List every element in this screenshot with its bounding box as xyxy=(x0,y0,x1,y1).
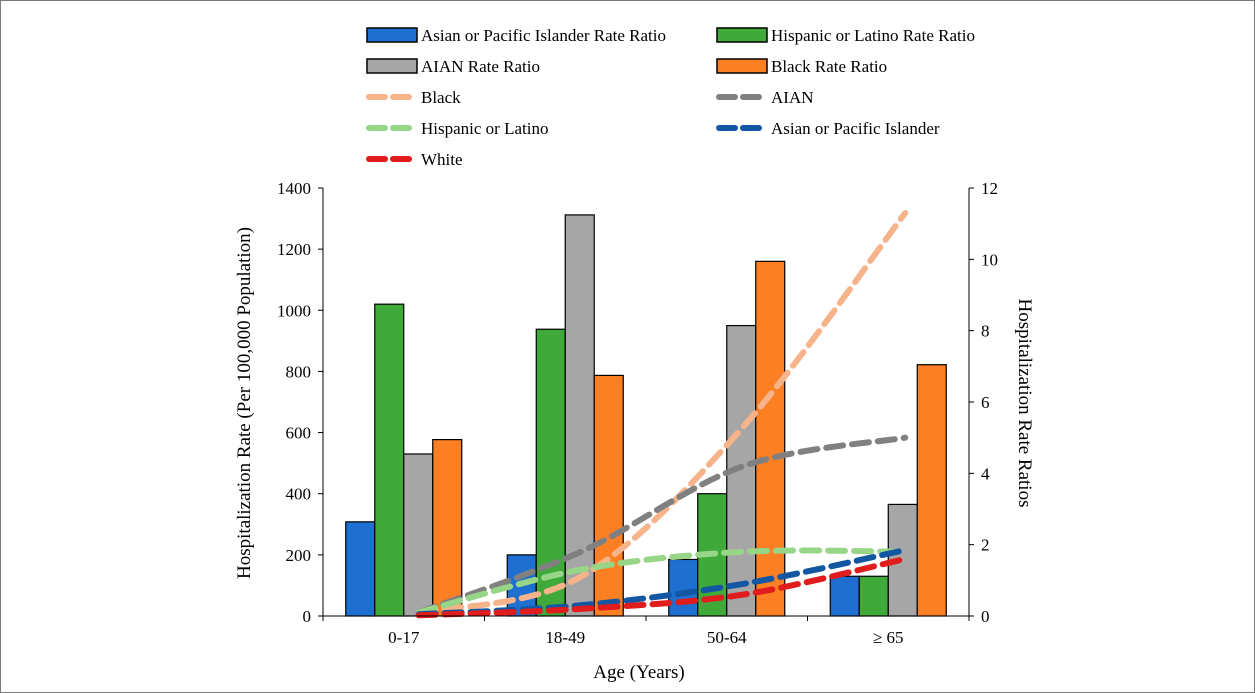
legend-label-black: Black xyxy=(421,88,461,107)
y-tick-label: 400 xyxy=(286,485,312,504)
legend-label-hispanic-or-latino-rate-ratio: Hispanic or Latino Rate Ratio xyxy=(771,26,975,45)
bars xyxy=(345,214,947,617)
y-tick-label: 200 xyxy=(286,546,312,565)
line-white xyxy=(415,555,909,619)
legend-label-aian: AIAN xyxy=(771,88,814,107)
y-right-tick-label: 6 xyxy=(981,393,990,412)
bar-hispanic-or-latino-rate-ratio xyxy=(858,575,889,617)
bar-black-rate-ratio xyxy=(916,364,947,617)
y-axis-right-title: Hospitalization Rate Ratios xyxy=(1014,299,1035,508)
bar-hispanic-or-latino-rate-ratio xyxy=(374,303,405,617)
bar-black-rate-ratio xyxy=(432,439,463,617)
x-tick-label: 0-17 xyxy=(388,628,420,647)
y-right-tick-label: 0 xyxy=(981,607,990,626)
line-aian xyxy=(415,434,909,616)
legend-label-asian-or-pacific-islander-rate-ratio: Asian or Pacific Islander Rate Ratio xyxy=(421,26,666,45)
y-tick-label: 1400 xyxy=(277,179,311,198)
bar-black-rate-ratio xyxy=(755,260,786,617)
legend-swatch-asian-or-pacific-islander-rate-ratio xyxy=(366,27,418,43)
line-hispanic-or-latino xyxy=(415,547,909,616)
y-tick-label: 600 xyxy=(286,424,312,443)
bar-asian-or-pacific-islander-rate-ratio xyxy=(668,558,699,617)
bar-aian-rate-ratio xyxy=(403,453,434,617)
legend-label-hispanic-or-latino: Hispanic or Latino xyxy=(421,119,548,138)
bar-asian-or-pacific-islander-rate-ratio xyxy=(829,575,860,617)
axes: 0 200 400 600 800 1000 1200 1400 0 2 4 6 8 10 12 0-17 18… xyxy=(277,179,998,647)
legend-label-aian-rate-ratio: AIAN Rate Ratio xyxy=(421,57,540,76)
y-tick-label: 1000 xyxy=(277,301,311,320)
legend-swatch-aian-rate-ratio xyxy=(366,58,418,74)
x-tick-label: 18-49 xyxy=(545,628,585,647)
y-right-tick-label: 8 xyxy=(981,322,990,341)
legend-swatch-hispanic-or-latino-rate-ratio xyxy=(716,27,768,43)
y-axis-title: Hospitalization Rate (Per 100,000 Popula… xyxy=(234,227,255,579)
bar-asian-or-pacific-islander-rate-ratio xyxy=(345,521,376,617)
x-tick-label: 50-64 xyxy=(707,628,747,647)
y-tick-label: 0 xyxy=(303,607,312,626)
x-tick-label: ≥ 65 xyxy=(873,628,904,647)
y-right-tick-label: 4 xyxy=(981,464,990,483)
y-tick-label: 1200 xyxy=(277,240,311,259)
legend-label-asian-or-pacific-islander: Asian or Pacific Islander xyxy=(771,119,940,138)
y-right-tick-label: 12 xyxy=(981,179,998,198)
x-axis-title: Age (Years) xyxy=(593,662,684,683)
legend-label-white: White xyxy=(421,150,463,169)
legend: Asian or Pacific Islander Rate Ratio Hisp… xyxy=(366,26,975,169)
lines xyxy=(415,209,909,619)
legend-swatch-black-rate-ratio xyxy=(716,58,768,74)
y-tick-label: 800 xyxy=(286,362,312,381)
y-right-tick-label: 10 xyxy=(981,250,998,269)
y-right-tick-label: 2 xyxy=(981,536,990,555)
legend-label-black-rate-ratio: Black Rate Ratio xyxy=(771,57,887,76)
bar-black-rate-ratio xyxy=(593,374,624,617)
